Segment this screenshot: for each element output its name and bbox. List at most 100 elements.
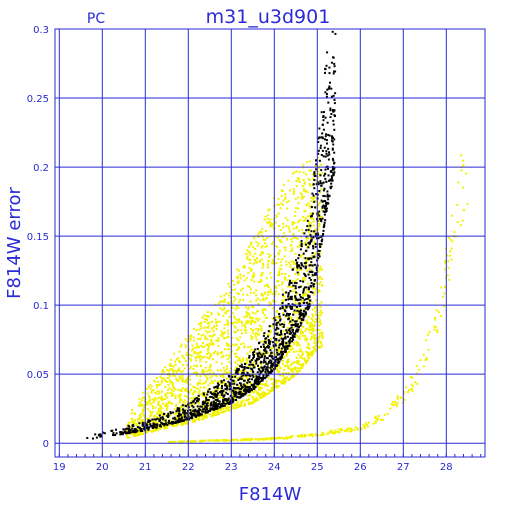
yellow-point xyxy=(235,406,238,409)
yellow-point xyxy=(149,415,152,417)
yellow-point xyxy=(282,226,285,229)
yellow-point xyxy=(292,190,295,193)
yellow-point xyxy=(169,391,172,394)
black-point xyxy=(244,393,247,396)
yellow-point xyxy=(236,359,239,362)
black-point xyxy=(221,392,224,395)
yellow-point xyxy=(303,256,306,259)
yellow-point xyxy=(251,336,254,339)
yellow-point xyxy=(159,411,162,414)
black-point xyxy=(195,415,197,418)
yellow-point xyxy=(209,355,211,358)
yellow-point xyxy=(275,437,278,440)
yellow-point xyxy=(407,391,409,394)
yellow-point xyxy=(289,249,292,252)
yellow-point xyxy=(465,172,468,175)
yellow-point xyxy=(206,412,209,415)
yellow-point xyxy=(205,315,208,318)
black-point xyxy=(131,427,134,430)
yellow-point xyxy=(319,319,322,322)
yellow-point xyxy=(182,421,185,424)
black-point xyxy=(233,387,236,390)
black-point xyxy=(173,416,176,419)
x-tick-label: 26 xyxy=(354,462,367,473)
yellow-point xyxy=(160,395,163,398)
yellow-point xyxy=(239,299,241,302)
black-point xyxy=(297,323,299,326)
yellow-point xyxy=(260,325,263,328)
yellow-point xyxy=(207,351,210,354)
yellow-point xyxy=(233,296,236,299)
black-point xyxy=(235,387,238,390)
black-point xyxy=(217,383,220,386)
black-point xyxy=(274,343,277,346)
yellow-point xyxy=(298,171,301,174)
yellow-point xyxy=(221,374,223,377)
yellow-point xyxy=(318,277,321,280)
black-point xyxy=(169,411,172,413)
yellow-point xyxy=(264,308,267,311)
yellow-point xyxy=(206,356,209,359)
black-point xyxy=(292,338,294,341)
yellow-point xyxy=(228,315,231,318)
yellow-point xyxy=(227,294,230,297)
yellow-point xyxy=(167,384,170,387)
black-point xyxy=(327,174,330,177)
yellow-point xyxy=(321,172,324,175)
black-point xyxy=(240,384,243,387)
yellow-point xyxy=(314,318,317,321)
yellow-point xyxy=(137,420,139,423)
black-point xyxy=(289,332,292,335)
yellow-point xyxy=(294,301,297,304)
black-point xyxy=(332,110,335,113)
yellow-point xyxy=(212,371,215,374)
yellow-point xyxy=(307,243,310,246)
black-point xyxy=(112,432,115,435)
yellow-point xyxy=(256,297,259,300)
yellow-point xyxy=(257,303,260,306)
black-point xyxy=(236,369,239,372)
yellow-point xyxy=(186,400,189,403)
black-point xyxy=(264,340,267,343)
yellow-point xyxy=(275,214,278,217)
yellow-point xyxy=(239,274,242,277)
y-tick-label: 0.05 xyxy=(27,370,49,381)
black-point xyxy=(320,184,323,187)
yellow-point xyxy=(212,333,215,336)
yellow-point xyxy=(203,369,205,372)
yellow-point xyxy=(236,404,239,407)
black-point xyxy=(260,360,263,363)
yellow-point xyxy=(271,225,273,228)
yellow-point xyxy=(199,379,202,382)
yellow-point xyxy=(239,370,242,373)
yellow-point xyxy=(260,437,263,440)
yellow-point xyxy=(317,243,320,246)
yellow-point xyxy=(147,401,150,403)
yellow-point xyxy=(237,293,240,295)
yellow-point xyxy=(224,372,227,375)
yellow-point xyxy=(317,165,320,168)
black-point xyxy=(262,361,265,364)
black-point xyxy=(289,290,292,293)
yellow-point xyxy=(160,399,163,402)
yellow-point xyxy=(212,342,215,345)
black-point xyxy=(279,307,282,310)
yellow-point xyxy=(303,182,306,185)
yellow-point xyxy=(301,365,304,368)
black-point xyxy=(278,346,281,349)
yellow-point xyxy=(181,356,184,359)
yellow-point xyxy=(348,430,351,433)
yellow-point xyxy=(210,343,213,346)
yellow-point xyxy=(298,229,300,232)
yellow-point xyxy=(188,337,191,340)
yellow-point xyxy=(255,397,258,400)
yellow-point xyxy=(321,344,323,347)
yellow-point xyxy=(318,191,321,194)
black-point xyxy=(237,387,240,389)
black-point xyxy=(284,350,287,353)
yellow-point xyxy=(259,230,262,233)
yellow-point xyxy=(229,351,232,354)
yellow-point xyxy=(237,329,239,331)
yellow-point xyxy=(334,429,337,432)
black-point xyxy=(181,420,184,423)
